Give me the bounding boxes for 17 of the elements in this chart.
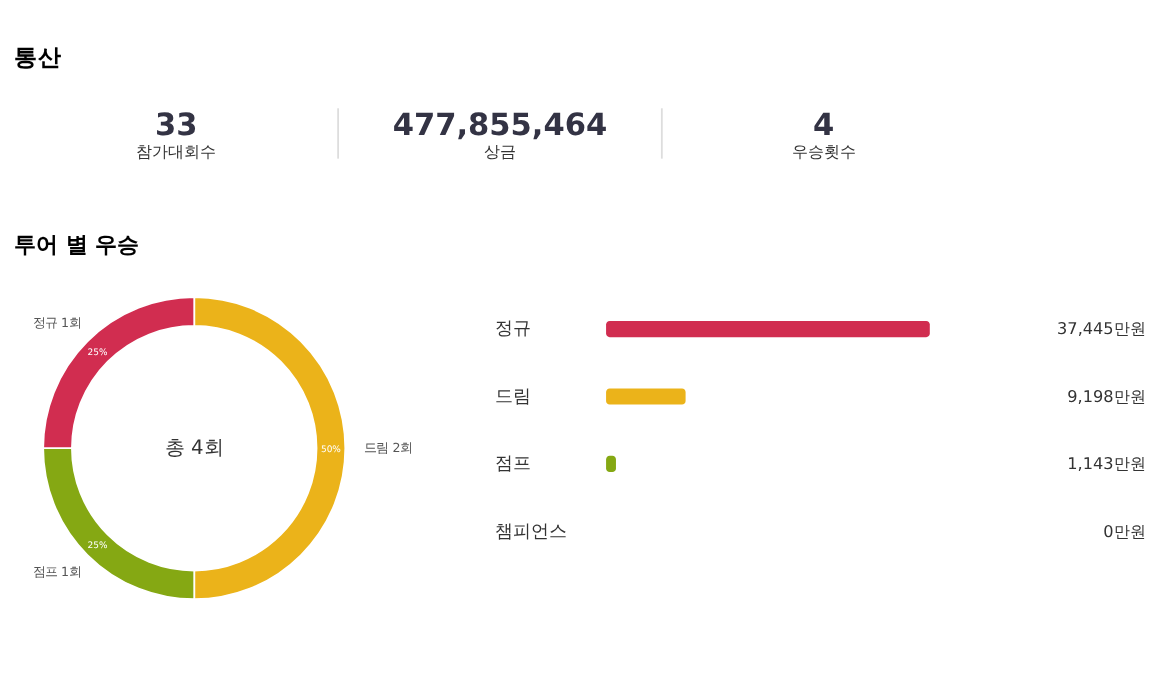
y-tick-label: 정규 bbox=[495, 320, 532, 341]
text: 4 bbox=[813, 107, 835, 144]
text: 33 bbox=[155, 107, 198, 144]
text: 477,855,464 bbox=[392, 107, 608, 144]
text: 통산 bbox=[14, 43, 63, 72]
data-label: 9,198만원 bbox=[1067, 385, 1146, 406]
chart-title: 투어 별 우승 bbox=[14, 232, 140, 259]
category-label: 우승횟수 bbox=[791, 140, 856, 161]
y-tick-label: 점프 bbox=[495, 455, 532, 476]
y-tick-label: 드림 bbox=[495, 387, 532, 408]
category-label: 참가대회수 bbox=[136, 140, 217, 161]
data-label: 1,143만원 bbox=[1067, 453, 1146, 474]
data-label: 0만원 bbox=[1103, 520, 1146, 541]
data-label: 37,445만원 bbox=[1057, 318, 1146, 339]
y-tick-label: 챔피언스 bbox=[495, 522, 568, 543]
category-label: 상금 bbox=[483, 140, 516, 161]
text: 총 4회 bbox=[164, 437, 224, 460]
